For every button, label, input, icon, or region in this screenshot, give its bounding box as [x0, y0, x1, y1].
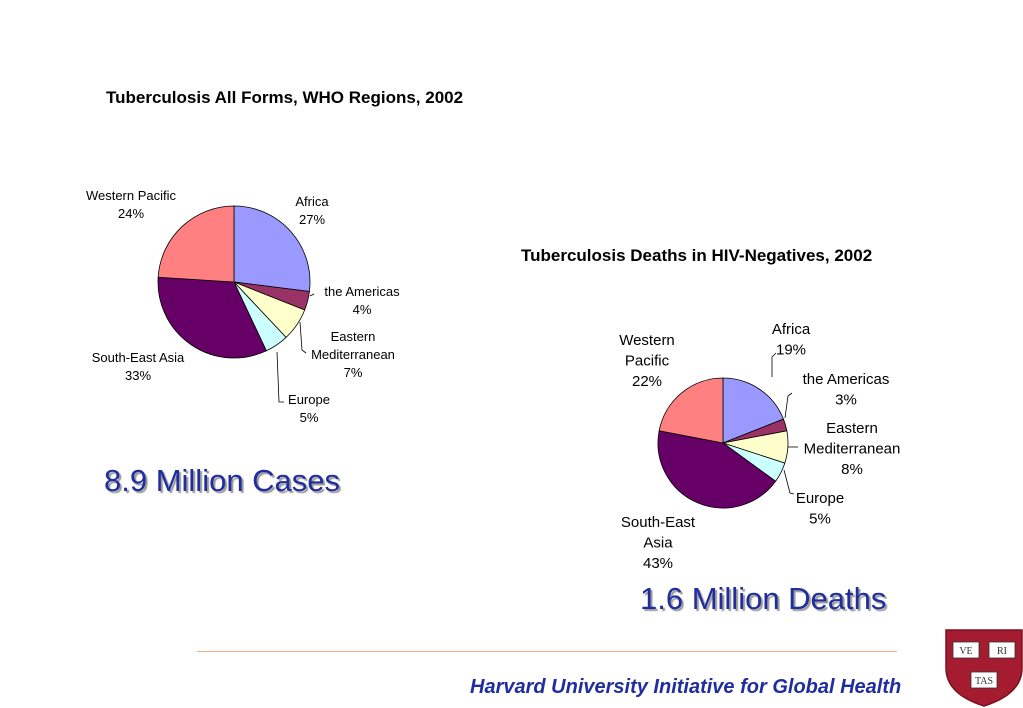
shield-letters-ve: VE	[959, 646, 972, 657]
footer-divider	[197, 651, 897, 652]
chart-title-deaths: Tuberculosis Deaths in HIV-Negatives, 20…	[521, 246, 873, 265]
leader-line	[299, 321, 307, 354]
harvard-shield-icon: VE RI TAS	[945, 629, 1023, 707]
leader-line	[783, 469, 795, 495]
deaths-summary: 1.6 Million Deaths	[640, 581, 887, 616]
slice-label: South-East Asia 43%	[621, 514, 696, 572]
pie-slice-africa	[722, 377, 784, 444]
slice-label: the Americas 3%	[803, 371, 890, 409]
leader-line	[309, 293, 315, 297]
cases-summary: 8.9 Million Cases	[104, 463, 341, 498]
shield-letters-tas: TAS	[975, 676, 993, 687]
slice-label: South-East Asia 33%	[92, 350, 185, 383]
slice-label: Africa 27%	[295, 194, 329, 227]
slice-label: the Americas 4%	[324, 284, 400, 317]
slice-label: Africa 19%	[772, 321, 811, 359]
slice-label: Western Pacific 24%	[86, 188, 177, 221]
pie-slice-africa	[233, 205, 311, 292]
slice-label: Europe 5%	[796, 490, 844, 528]
pie-slice-western-pacific	[157, 205, 235, 283]
slice-label: Eastern Mediterranean 8%	[804, 420, 901, 478]
shield-letters-ri: RI	[997, 646, 1007, 657]
footer-institution: Harvard University Initiative for Global…	[470, 676, 902, 698]
leader-line	[276, 351, 284, 403]
pie-slice-south-east-asia	[157, 276, 267, 359]
leader-line	[784, 392, 793, 419]
slice-label: Western Pacific 22%	[619, 332, 675, 390]
slice-label: Europe 5%	[288, 392, 330, 425]
chart-title-cases: Tuberculosis All Forms, WHO Regions, 200…	[106, 88, 464, 107]
pie-slice-western-pacific	[658, 377, 724, 444]
pie-slice-south-east-asia	[657, 430, 777, 509]
slice-label: Eastern Mediterranean 7%	[311, 329, 395, 380]
leader-line	[771, 352, 777, 377]
